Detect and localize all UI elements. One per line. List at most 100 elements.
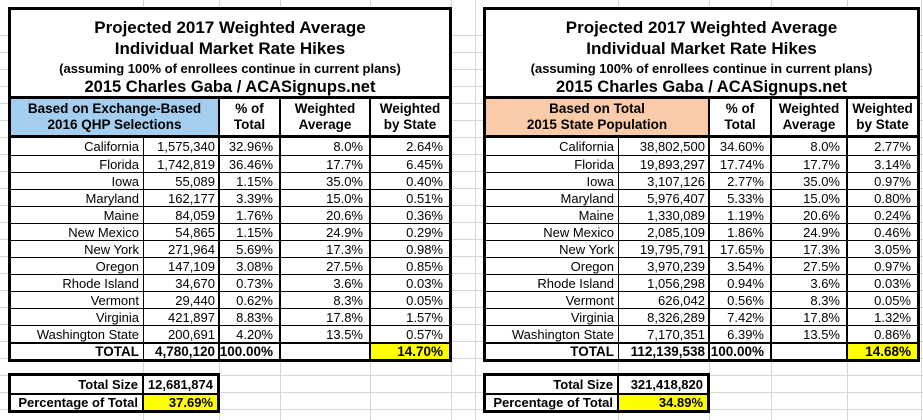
value-cell[interactable]: 421,897 [144,309,220,325]
total-size-label-cell[interactable]: Total Size [486,376,619,393]
value-cell[interactable]: 3,970,239 [619,258,710,274]
value-cell[interactable]: 84,059 [144,207,220,223]
state-name-cell[interactable]: Rhode Island [486,275,619,291]
weighted-by-state-cell[interactable]: 0.24% [874,207,911,223]
total-weighted-average-cell[interactable] [281,344,371,359]
weighted-by-state-cell[interactable]: 0.03% [874,275,911,291]
pct-of-total-cell[interactable]: 17.74% [710,156,772,172]
weighted-by-state-cell[interactable]: 0.40% [406,173,443,189]
pct-of-total-cell[interactable]: 1.86% [710,224,772,240]
pct-of-total-cell[interactable]: 0.73% [220,275,281,291]
basis-header-cell[interactable]: Based on Total 2015 State Population [486,99,710,135]
total-size-label-cell[interactable]: Total Size [11,376,144,393]
weighted-average-cell[interactable]: 8.3% [772,292,848,308]
state-name-cell[interactable]: New York [11,241,144,257]
weighted-average-cell[interactable]: 24.9% [281,224,371,240]
weighted-average-cell[interactable]: 15.0% [281,190,371,206]
weighted-by-state-cell[interactable]: 0.05% [406,292,443,308]
weighted-by-state-cell[interactable]: 0.97% [874,258,911,274]
weighted-average-cell[interactable]: 17.8% [772,309,848,325]
weighted-by-state-cell[interactable]: 0.36% [406,207,443,223]
state-name-cell[interactable]: Rhode Island [11,275,144,291]
pct-of-total-cell[interactable]: 17.65% [710,241,772,257]
weighted-average-cell[interactable]: 8.3% [281,292,371,308]
state-name-cell[interactable]: Virginia [11,309,144,325]
value-cell[interactable]: 2,085,109 [619,224,710,240]
weighted-by-state-cell[interactable]: 0.03% [406,275,443,291]
value-cell[interactable]: 38,802,500 [619,138,710,155]
weighted-by-state-cell[interactable]: 3.14% [874,156,911,172]
pct-of-total-cell[interactable]: 0.94% [710,275,772,291]
value-cell[interactable]: 55,089 [144,173,220,189]
state-name-cell[interactable]: California [11,138,144,155]
value-cell[interactable]: 1,742,819 [144,156,220,172]
weighted-by-state-cell[interactable]: 0.29% [406,224,443,240]
percentage-of-total-value-cell[interactable]: 34.89% [619,395,707,410]
value-cell[interactable]: 147,109 [144,258,220,274]
table-title-block[interactable]: Projected 2017 Weighted Average Individu… [11,10,449,99]
weighted-average-cell[interactable]: 3.6% [281,275,371,291]
value-cell[interactable]: 29,440 [144,292,220,308]
total-size-value-cell[interactable]: 321,418,820 [630,377,703,392]
weighted-average-cell[interactable]: 24.9% [772,224,848,240]
state-name-cell[interactable]: Oregon [486,258,619,274]
state-name-cell[interactable]: Vermont [486,292,619,308]
weighted-average-cell[interactable]: 13.5% [281,326,371,342]
value-cell[interactable]: 3,107,126 [619,173,710,189]
table-title-block[interactable]: Projected 2017 Weighted Average Individu… [486,10,917,99]
pct-of-total-cell[interactable]: 2.77% [710,173,772,189]
basis-header-cell[interactable]: Based on Exchange-Based 2016 QHP Selecti… [11,99,220,135]
state-name-cell[interactable]: Florida [486,156,619,172]
value-cell[interactable]: 8,326,289 [619,309,710,325]
weighted-by-state-cell[interactable]: 0.86% [874,326,911,342]
state-name-cell[interactable]: Iowa [486,173,619,189]
percentage-of-total-label-cell[interactable]: Percentage of Total [11,395,144,410]
total-weighted-average-cell[interactable] [772,344,848,359]
total-label-cell[interactable]: TOTAL [11,344,144,359]
weighted-average-cell[interactable]: 8.0% [772,138,848,155]
pct-of-total-cell[interactable]: 3.39% [220,190,281,206]
weighted-by-state-header[interactable]: Weighted by State [379,101,441,132]
weighted-average-cell[interactable]: 35.0% [772,173,848,189]
total-size-value-cell[interactable]: 12,681,874 [147,377,213,392]
weighted-by-state-header[interactable]: Weighted by State [852,101,913,132]
weighted-average-header[interactable]: Weighted Average [772,99,848,135]
state-name-cell[interactable]: Iowa [11,173,144,189]
weighted-by-state-cell[interactable]: 2.64% [406,139,443,154]
state-name-cell[interactable]: Maine [486,207,619,223]
pct-of-total-cell[interactable]: 1.19% [710,207,772,223]
weighted-average-cell[interactable]: 17.3% [772,241,848,257]
value-cell[interactable]: 19,893,297 [619,156,710,172]
state-name-cell[interactable]: New Mexico [11,224,144,240]
value-cell[interactable]: 7,170,351 [619,326,710,342]
pct-of-total-header[interactable]: % of Total [710,99,772,135]
state-name-cell[interactable]: Maryland [11,190,144,206]
pct-of-total-cell[interactable]: 1.76% [220,207,281,223]
pct-of-total-cell[interactable]: 34.60% [710,138,772,155]
total-weighted-by-state-cell[interactable]: 14.70% [371,344,449,359]
weighted-by-state-cell[interactable]: 0.98% [406,241,443,257]
total-label-cell[interactable]: TOTAL [486,344,619,359]
weighted-by-state-cell[interactable]: 0.85% [406,258,443,274]
weighted-average-cell[interactable]: 3.6% [772,275,848,291]
weighted-by-state-cell[interactable]: 0.51% [406,190,443,206]
value-cell[interactable]: 271,964 [144,241,220,257]
state-name-cell[interactable]: New York [486,241,619,257]
state-name-cell[interactable]: Washington State [11,326,144,342]
pct-of-total-cell[interactable]: 36.46% [220,156,281,172]
weighted-average-cell[interactable]: 17.3% [281,241,371,257]
percentage-of-total-value-cell[interactable]: 37.69% [144,395,217,410]
weighted-average-cell[interactable]: 17.7% [281,156,371,172]
weighted-average-cell[interactable]: 27.5% [281,258,371,274]
state-name-cell[interactable]: New Mexico [486,224,619,240]
weighted-by-state-cell[interactable]: 0.46% [874,224,911,240]
state-name-cell[interactable]: Washington State [486,326,619,342]
pct-of-total-cell[interactable]: 5.33% [710,190,772,206]
weighted-average-cell[interactable]: 35.0% [281,173,371,189]
state-name-cell[interactable]: Florida [11,156,144,172]
total-value-cell[interactable]: 112,139,538 [619,344,710,359]
weighted-average-cell[interactable]: 27.5% [772,258,848,274]
state-name-cell[interactable]: Maine [11,207,144,223]
total-pct-cell[interactable]: 100.00% [710,344,772,359]
percentage-of-total-label-cell[interactable]: Percentage of Total [486,395,619,410]
